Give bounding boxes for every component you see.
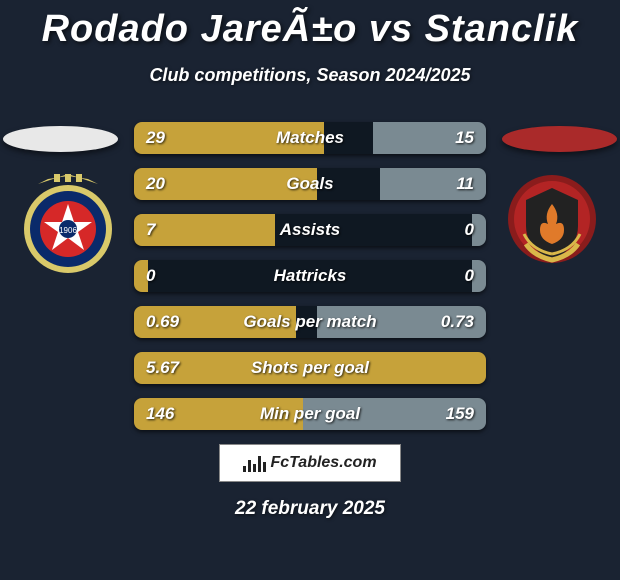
left-team-crest: 1906 [18, 174, 118, 274]
bar-chart-icon [243, 454, 266, 472]
right-color-swatch [502, 126, 617, 152]
shield-icon [502, 174, 602, 274]
stat-row: 146159Min per goal [134, 398, 486, 430]
stat-label: Goals per match [134, 312, 486, 332]
right-team-crest [502, 174, 602, 274]
shield-icon: 1906 [18, 174, 118, 274]
left-color-swatch [3, 126, 118, 152]
stat-label: Min per goal [134, 404, 486, 424]
comparison-card: Rodado JareÃ±o vs Stanclik Club competit… [0, 0, 620, 580]
stat-row: 0.690.73Goals per match [134, 306, 486, 338]
page-subtitle: Club competitions, Season 2024/2025 [0, 65, 620, 86]
brand-badge: FcTables.com [219, 444, 401, 482]
brand-label: FcTables.com [270, 454, 376, 472]
stat-row: 00Hattricks [134, 260, 486, 292]
stat-label: Assists [134, 220, 486, 240]
stat-label: Matches [134, 128, 486, 148]
svg-text:1906: 1906 [59, 226, 77, 235]
stat-row: 2915Matches [134, 122, 486, 154]
stat-row: 70Assists [134, 214, 486, 246]
stat-label: Hattricks [134, 266, 486, 286]
page-title: Rodado JareÃ±o vs Stanclik [0, 0, 620, 51]
stat-row: 5.67Shots per goal [134, 352, 486, 384]
snapshot-date: 22 february 2025 [0, 498, 620, 520]
stat-bars: 2915Matches 2011Goals 70Assists 00Hattricks… [134, 122, 486, 444]
stat-label: Goals [134, 174, 486, 194]
stat-row: 2011Goals [134, 168, 486, 200]
stat-label: Shots per goal [134, 358, 486, 378]
